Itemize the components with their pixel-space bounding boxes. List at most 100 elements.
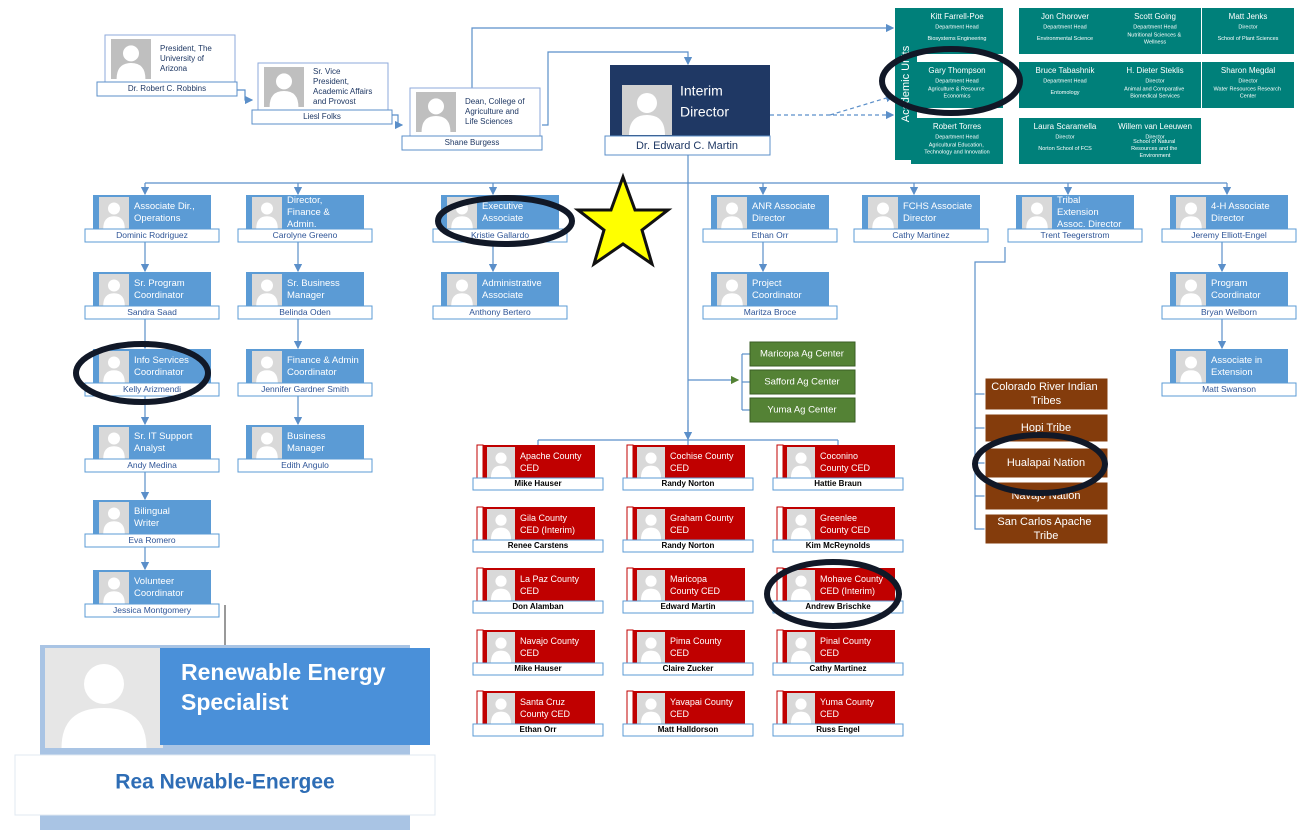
unit-head: Scott Going [1134,12,1176,21]
highlight-ellipse [879,46,1023,116]
name-bar [622,477,754,491]
county-name: Claire Zucker [663,664,714,673]
unit-head: Kitt Farrell-Poe [930,12,984,21]
unit-head: Laura Scaramella [1034,122,1097,131]
name-bar [84,603,220,618]
featured-card: Renewable Energy Specialist Rea Newable-E… [14,605,436,830]
county-title: Navajo County CED [520,636,582,658]
silhouette-head [108,577,120,590]
staff-title: Project Coordinator [752,278,802,301]
silhouette-head [877,202,889,215]
staff-name: Kelly Arizmendi [123,384,181,394]
leader-name: Liesl Folks [303,112,341,121]
name-bar [472,723,604,737]
silhouette-body [790,527,812,540]
name-bar [96,81,238,97]
silhouette-body [103,521,125,534]
silhouette-body [116,63,146,79]
county-name: Don Alamban [512,602,563,611]
staff-title: Administrative Associate [482,278,544,301]
unit-head: Sharon Megdal [1221,66,1275,75]
name-bar [401,135,543,151]
silhouette-head [495,698,507,710]
staff-name: Edith Angulo [281,460,329,470]
unit-card [1202,8,1294,54]
staff-name: Bryan Welborn [1201,307,1257,317]
unit-role: Department Head [935,78,978,84]
county-title: Santa Cruz County CED [520,697,571,719]
name-bar [702,305,838,320]
silhouette-body [490,527,512,540]
county-title: La Paz County CED [520,574,582,596]
tribe [984,447,1109,479]
silhouette-head [645,452,657,464]
silhouette-body [490,465,512,478]
staff-name: Sandra Saad [127,307,177,317]
staff-title: ANR Associate Director [752,201,818,224]
silhouette-head [108,432,120,445]
staff-name: Matt Swanson [1202,384,1256,394]
county-name: Matt Halldorson [658,725,719,734]
featured-name-bar [14,754,436,816]
silhouette-body [790,465,812,478]
unit-card [911,62,1003,108]
staff-name: Cathy Martinez [892,230,949,240]
silhouette-body [490,711,512,724]
unit-name: Entomology [1050,90,1079,96]
staff-title: Sr. Business Manager [287,278,342,301]
silhouette-body [103,370,125,383]
name-bar [622,662,754,676]
silhouette-head [1185,356,1197,369]
silhouette-head [495,637,507,649]
name-bar [1161,305,1297,320]
silhouette-body [721,293,743,306]
county-strip [476,629,484,664]
tribe [984,513,1109,545]
name-bar [772,723,904,737]
name-bar [622,600,754,614]
featured-title: Renewable Energy Specialist [181,659,392,715]
county-title: Pinal County CED [820,636,874,658]
leader-name: Shane Burgess [445,138,500,147]
highlight-ellipse [764,559,902,629]
county-strip [626,444,634,479]
name-bar [1161,382,1297,397]
name-bar [237,382,373,397]
county-strip [776,629,784,664]
county-title: Yuma County CED [820,697,877,719]
county-name: Ethan Orr [520,725,557,734]
unit-role: Director [1238,78,1257,84]
county-strip [476,690,484,725]
county-strip [626,506,634,541]
name-bar [853,228,989,243]
leader-name: Dr. Robert C. Robbins [128,84,206,93]
unit-name: Biosystems Engineering [927,36,986,42]
silhouette-head [495,452,507,464]
silhouette-head [456,279,468,292]
silhouette-body [451,216,473,229]
silhouette-body [490,650,512,663]
silhouette-head [645,637,657,649]
staff-name: Jessica Montgomery [113,605,192,615]
silhouette-head [645,698,657,710]
annotations [73,46,1108,629]
tribe [984,377,1109,411]
silhouette-head [276,73,292,90]
ag-center [749,369,856,395]
silhouette-head [495,514,507,526]
name-bar [772,539,904,553]
silhouette-body [256,446,278,459]
silhouette-body [640,465,662,478]
unit-card [911,118,1003,164]
ag-center-name: Yuma Ag Center [767,405,836,416]
name-bar [237,228,373,243]
county-name: Cathy Martinez [810,664,867,673]
tribe-name: Hopi Tribe [1021,422,1071,434]
county-title: Cochise County CED [670,451,736,473]
staff-name: Carolyne Greeno [273,230,338,240]
county-strip [476,567,484,602]
silhouette-head [726,279,738,292]
name-bar [622,723,754,737]
unit-name: Agricultural Education, Technology and I… [924,143,989,156]
name-bar [84,228,220,243]
